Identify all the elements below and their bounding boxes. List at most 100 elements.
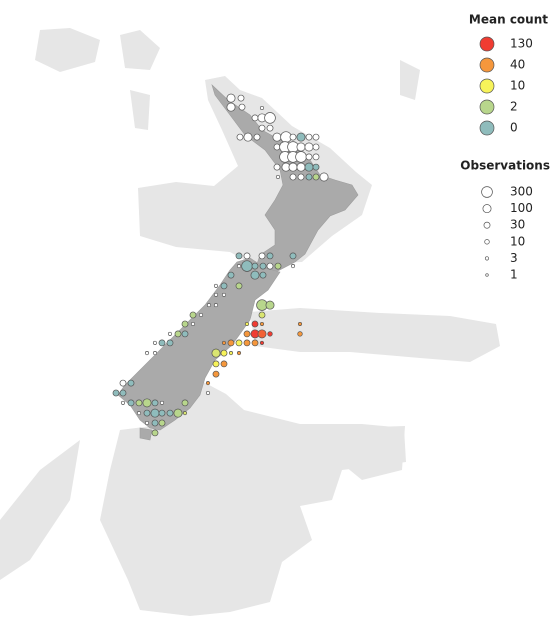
observation-point bbox=[211, 348, 221, 358]
observation-point bbox=[212, 370, 220, 378]
observation-points bbox=[112, 93, 329, 437]
observation-point bbox=[251, 262, 259, 270]
observation-point bbox=[305, 133, 313, 141]
legend-label: 300 bbox=[510, 185, 533, 199]
observation-point bbox=[152, 340, 158, 345]
observation-point bbox=[159, 400, 165, 405]
observation-point bbox=[181, 320, 189, 328]
observation-point bbox=[289, 173, 297, 181]
observation-point bbox=[274, 262, 282, 270]
observation-point bbox=[205, 390, 211, 396]
observation-point bbox=[250, 270, 260, 280]
observation-point bbox=[251, 320, 259, 328]
observation-point bbox=[136, 411, 142, 416]
observation-point bbox=[158, 339, 166, 347]
legend-size bbox=[485, 273, 489, 277]
observation-point bbox=[243, 339, 251, 347]
observation-point bbox=[150, 408, 160, 418]
observation-point bbox=[241, 260, 253, 272]
observation-point bbox=[226, 102, 236, 112]
observation-point bbox=[228, 351, 234, 356]
observation-point bbox=[198, 312, 204, 318]
observation-point bbox=[297, 331, 303, 337]
observation-point bbox=[212, 360, 220, 368]
observation-point bbox=[220, 360, 228, 368]
observation-point bbox=[319, 172, 329, 182]
observation-point bbox=[166, 409, 174, 417]
observation-point bbox=[266, 262, 274, 270]
observation-point bbox=[259, 321, 265, 327]
observation-point bbox=[151, 399, 159, 407]
observation-point bbox=[135, 399, 143, 407]
observation-point bbox=[226, 93, 236, 103]
observation-point bbox=[151, 429, 159, 437]
observation-point bbox=[297, 173, 305, 181]
observation-point bbox=[296, 132, 306, 142]
observation-point bbox=[173, 408, 183, 418]
observation-point bbox=[289, 252, 297, 260]
legend-size bbox=[482, 204, 492, 214]
observation-point bbox=[235, 282, 243, 290]
observation-point bbox=[235, 252, 243, 260]
observation-point bbox=[266, 124, 274, 132]
observation-point bbox=[120, 400, 126, 405]
observation-point bbox=[259, 271, 267, 279]
observation-point bbox=[296, 162, 306, 172]
observation-point bbox=[238, 103, 246, 111]
observation-point bbox=[119, 389, 127, 397]
legend-label: 130 bbox=[510, 37, 533, 51]
observation-point bbox=[273, 143, 281, 151]
legend-label: 40 bbox=[510, 58, 525, 72]
legend-label: 10 bbox=[510, 79, 525, 93]
legend-label: 3 bbox=[510, 251, 518, 265]
legend-swatch bbox=[479, 120, 495, 136]
observation-point bbox=[305, 173, 313, 181]
observation-point bbox=[142, 398, 152, 408]
observation-point bbox=[265, 300, 275, 310]
legend-size bbox=[484, 256, 490, 261]
observation-point bbox=[304, 142, 314, 152]
observation-point bbox=[152, 351, 158, 356]
legend-title: Mean count bbox=[469, 13, 548, 27]
legend-swatch bbox=[479, 99, 495, 115]
observation-point bbox=[151, 419, 159, 427]
legend-label: 2 bbox=[510, 100, 518, 114]
observation-point bbox=[213, 303, 219, 308]
observation-point bbox=[127, 379, 135, 387]
observation-point bbox=[221, 292, 227, 297]
observation-point bbox=[190, 321, 196, 327]
observation-point bbox=[296, 142, 306, 152]
legend-label: 30 bbox=[510, 218, 525, 232]
observation-point bbox=[158, 419, 166, 427]
observation-point bbox=[259, 262, 267, 270]
legend: Mean count 130 40 10 2 0 Observations 300 100 30 1… bbox=[460, 13, 550, 282]
observation-point bbox=[305, 153, 313, 161]
observation-point bbox=[273, 163, 281, 171]
observation-point bbox=[143, 409, 151, 417]
observation-point bbox=[289, 133, 297, 141]
observation-point bbox=[312, 133, 320, 141]
observation-point bbox=[312, 143, 320, 151]
observation-point bbox=[166, 339, 174, 347]
observation-point bbox=[288, 162, 298, 172]
observation-point bbox=[158, 409, 166, 417]
observation-point bbox=[205, 381, 211, 386]
seafloor-shelf bbox=[0, 28, 500, 616]
legend-label: 0 bbox=[510, 121, 518, 135]
observation-point bbox=[275, 174, 281, 180]
legend-title: Observations bbox=[460, 159, 550, 173]
observation-point bbox=[221, 340, 227, 345]
observation-point bbox=[189, 311, 197, 319]
observation-point bbox=[251, 114, 259, 122]
observation-point bbox=[259, 340, 265, 345]
observation-point bbox=[258, 311, 266, 319]
legend-swatch bbox=[479, 36, 495, 52]
observation-point bbox=[181, 399, 189, 407]
observation-point bbox=[144, 351, 150, 356]
observation-point bbox=[167, 331, 173, 336]
legend-size bbox=[481, 186, 493, 198]
observation-point bbox=[251, 339, 259, 347]
observation-point bbox=[227, 339, 235, 347]
observation-point bbox=[236, 133, 244, 141]
observation-point bbox=[181, 330, 189, 338]
